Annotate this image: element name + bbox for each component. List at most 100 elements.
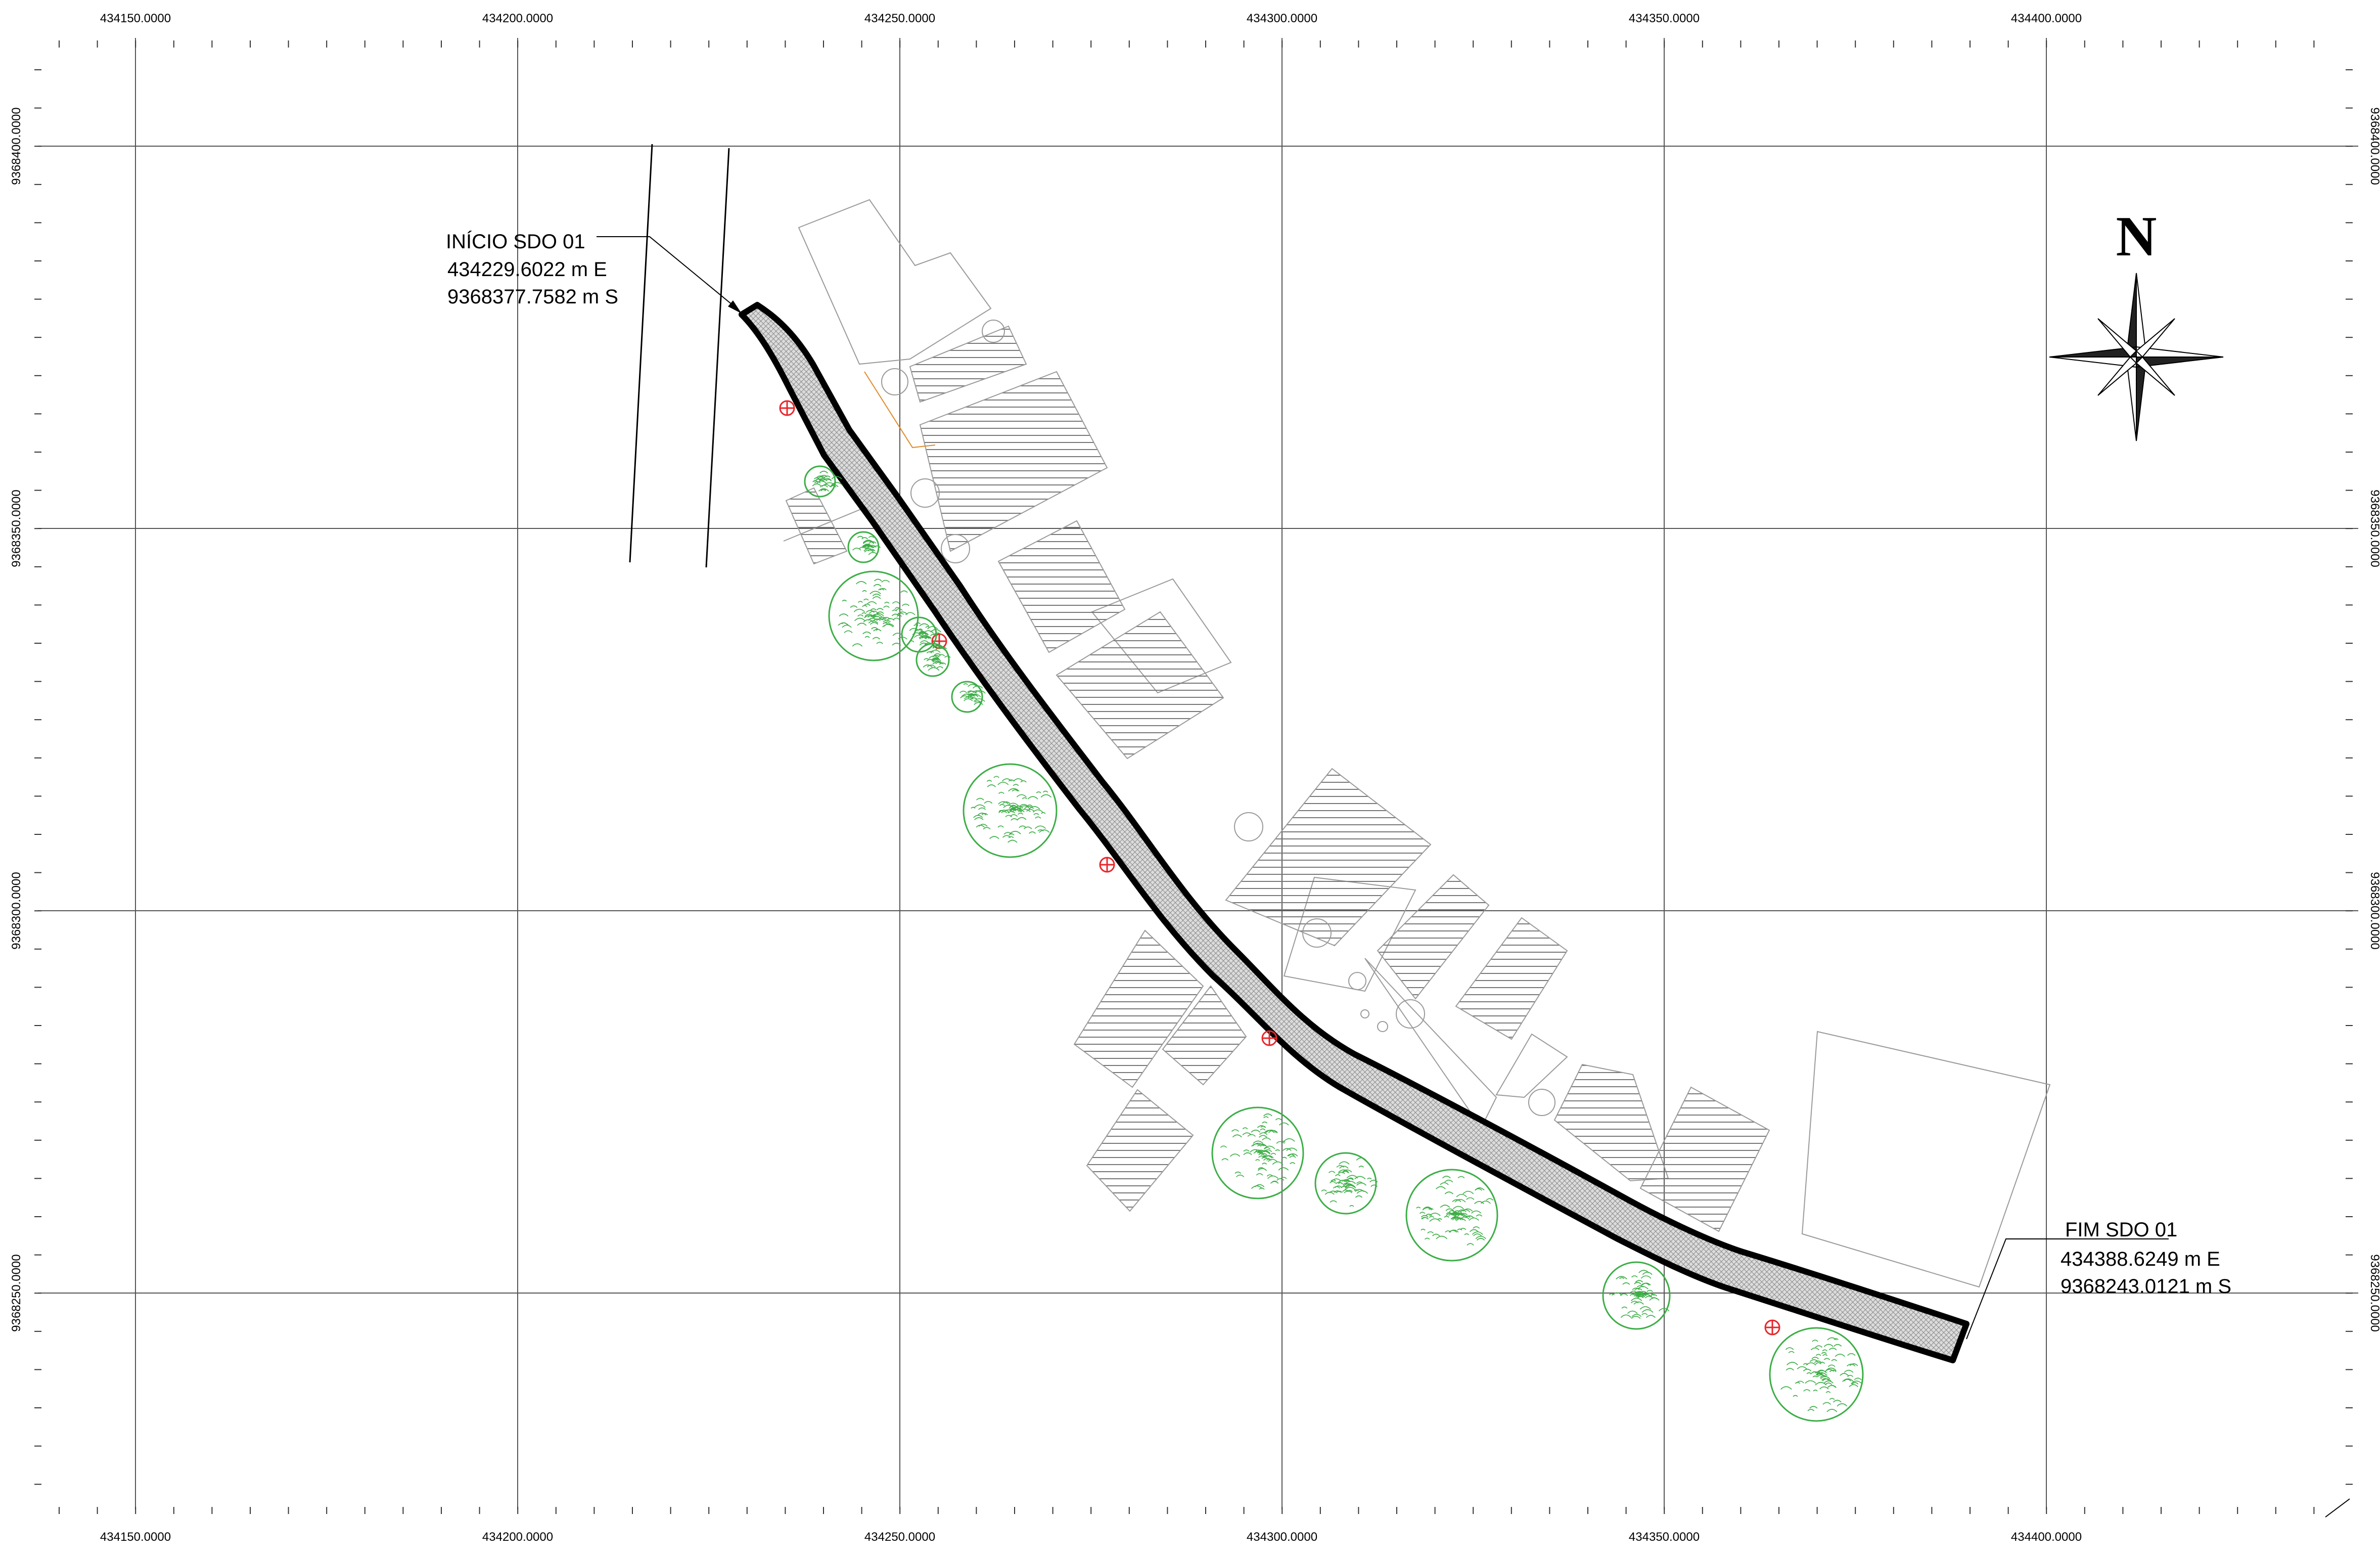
- y-tick-label: 9368400.0000: [2368, 107, 2380, 185]
- tree-foliage: [1220, 1113, 1298, 1190]
- compass-rose-icon: [2049, 273, 2224, 441]
- y-tick-label: 9368350.0000: [10, 490, 23, 567]
- x-tick-label: 434150.0000: [100, 1530, 171, 1544]
- x-axis-labels-top: 434150.0000 434200.0000 434250.0000 4343…: [100, 12, 2082, 25]
- end-annotation: FIM SDO 01 434388.6249 m E 9368243.0121 …: [1966, 1219, 2231, 1340]
- y-tick-label: 9368250.0000: [10, 1254, 23, 1332]
- x-tick-label: 434350.0000: [1629, 1530, 1700, 1544]
- start-title: INÍCIO SDO 01: [446, 230, 585, 253]
- x-tick-label: 434250.0000: [864, 12, 935, 25]
- tree-foliage: [1321, 1157, 1378, 1207]
- feature-circle: [1302, 918, 1332, 948]
- feature-circle: [1377, 1021, 1388, 1032]
- x-tick-label: 434200.0000: [482, 12, 553, 25]
- tree-foliage: [1780, 1337, 1863, 1412]
- tree-foliage: [959, 683, 986, 705]
- tree: [951, 681, 983, 713]
- border-ticks: [34, 40, 2353, 1514]
- building: [909, 325, 1027, 403]
- building: [1056, 611, 1224, 760]
- survey-marker: [1099, 857, 1115, 873]
- tree-foliage: [838, 579, 916, 647]
- x-tick-label: 434400.0000: [2011, 12, 2082, 25]
- y-axis-labels-left: 9368400.0000 9368350.0000 9368300.0000 9…: [10, 107, 23, 1332]
- sdo-01-road: [739, 302, 1970, 1363]
- x-tick-label: 434300.0000: [1247, 12, 1317, 25]
- feature-circle: [1348, 972, 1366, 990]
- tree-foliage: [909, 622, 942, 646]
- start-northing: 9368377.7582 m S: [447, 286, 618, 308]
- tree: [847, 531, 880, 563]
- north-arrow: N: [2049, 205, 2224, 441]
- building: [1225, 768, 1432, 947]
- building-outline: [1495, 1033, 1568, 1098]
- tree: [828, 570, 919, 661]
- tree: [804, 465, 836, 498]
- y-tick-label: 9368300.0000: [2368, 872, 2380, 950]
- tree-foliage: [923, 645, 951, 671]
- tree: [1314, 1152, 1377, 1215]
- tree: [916, 643, 950, 677]
- survey-marker: [1261, 1030, 1277, 1046]
- feature-circle: [1396, 999, 1425, 1029]
- building: [1553, 1063, 1669, 1182]
- x-axis-labels-bottom: 434150.0000 434200.0000 434250.0000 4343…: [100, 1530, 2082, 1544]
- survey-marker: [1764, 1319, 1780, 1336]
- existing-road-lines: [629, 144, 730, 568]
- feature-circle: [1234, 812, 1263, 841]
- x-tick-label: 434350.0000: [1629, 12, 1700, 25]
- y-tick-label: 9368250.0000: [2368, 1254, 2380, 1332]
- feature-circle: [1528, 1089, 1555, 1116]
- building: [785, 487, 848, 565]
- trees: [804, 465, 1864, 1422]
- end-easting: 434388.6249 m E: [2061, 1248, 2220, 1270]
- building: [1073, 929, 1204, 1088]
- feature-circle: [910, 478, 940, 508]
- grid: [38, 38, 2358, 1509]
- feature-circle: [1360, 1009, 1369, 1018]
- building: [919, 371, 1108, 552]
- tree-foliage: [1416, 1176, 1494, 1245]
- end-title: FIM SDO 01: [2065, 1219, 2177, 1241]
- tree: [963, 763, 1058, 858]
- feature-circle: [982, 320, 1005, 343]
- road-outer: [739, 302, 1970, 1363]
- tree-foliage: [812, 470, 843, 492]
- corner-mark: [2325, 1498, 2350, 1518]
- y-axis-labels-right: 9368400.0000 9368350.0000 9368300.0000 9…: [2368, 107, 2380, 1332]
- start-annotation: INÍCIO SDO 01 434229.6022 m E 9368377.75…: [446, 230, 742, 314]
- building: [1086, 1089, 1194, 1212]
- building: [1377, 874, 1490, 1000]
- building-outline: [1801, 1031, 2051, 1288]
- feature-circle: [881, 368, 908, 395]
- building: [1162, 985, 1247, 1086]
- survey-marker: [779, 400, 795, 416]
- y-tick-label: 9368300.0000: [10, 872, 23, 950]
- start-easting: 434229.6022 m E: [447, 258, 607, 281]
- tree: [1405, 1169, 1498, 1262]
- tree-foliage: [971, 776, 1052, 843]
- x-tick-label: 434250.0000: [864, 1530, 935, 1544]
- tree-foliage: [1609, 1270, 1670, 1319]
- y-tick-label: 9368350.0000: [2368, 490, 2380, 567]
- building-outline: [798, 199, 992, 365]
- building: [1639, 1086, 1770, 1232]
- tree: [1211, 1106, 1304, 1199]
- tree: [1769, 1327, 1864, 1422]
- tree-foliage: [852, 536, 881, 555]
- building: [997, 520, 1126, 653]
- start-leader-arrow: [728, 300, 742, 314]
- building-outline: [1364, 958, 1497, 1129]
- circle-features: [881, 320, 1555, 1116]
- start-leader-line: [597, 236, 739, 310]
- building: [1455, 917, 1568, 1040]
- tree: [1602, 1261, 1671, 1330]
- end-northing: 9368243.0121 m S: [2061, 1275, 2231, 1298]
- end-leader-line: [1966, 1238, 2169, 1340]
- feature-circle: [941, 534, 970, 563]
- x-tick-label: 434300.0000: [1247, 1530, 1317, 1544]
- x-tick-label: 434150.0000: [100, 12, 171, 25]
- north-label: N: [2116, 205, 2157, 268]
- x-tick-label: 434200.0000: [482, 1530, 553, 1544]
